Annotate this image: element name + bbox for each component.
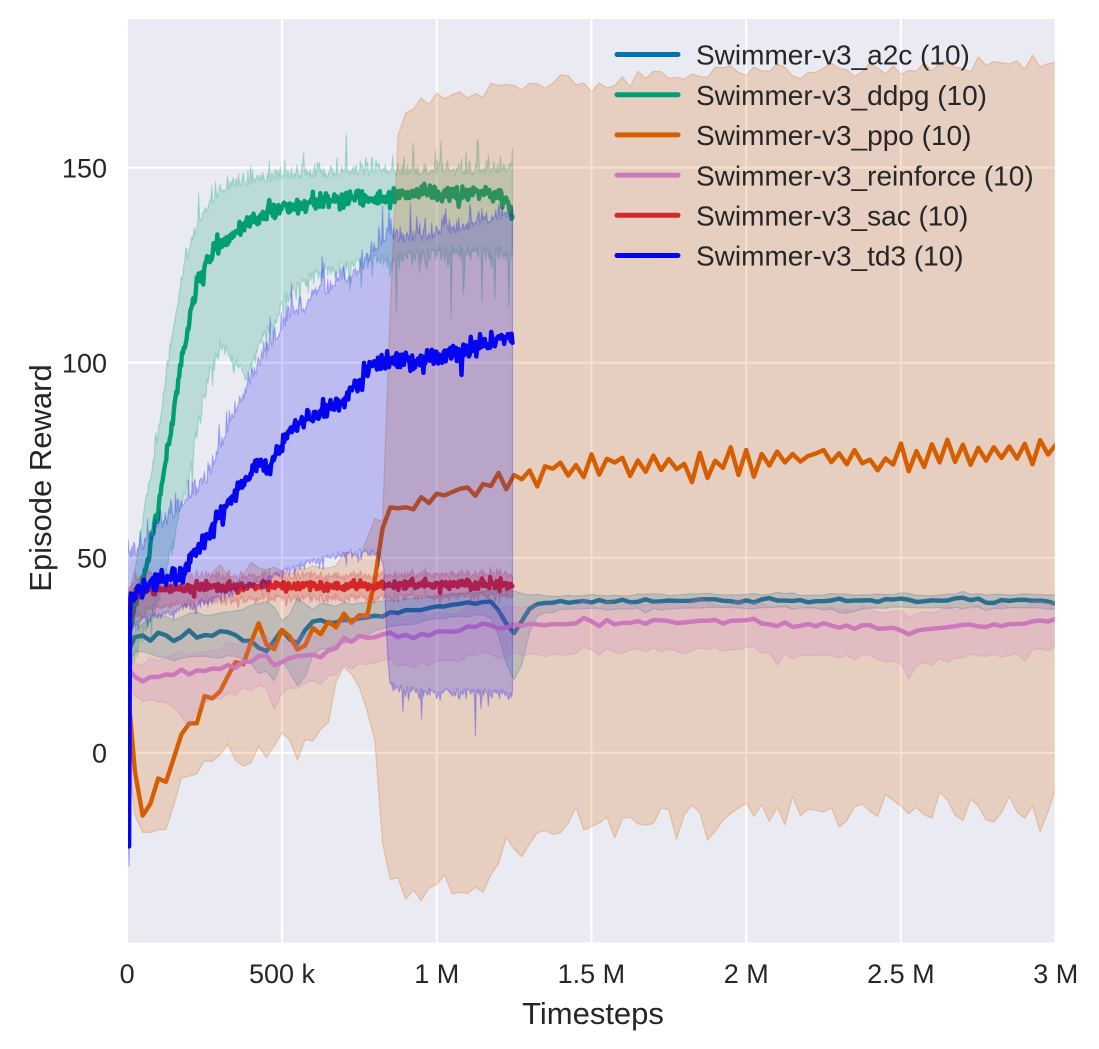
svg-text:0: 0 xyxy=(92,739,107,769)
svg-text:100: 100 xyxy=(62,348,107,378)
svg-text:50: 50 xyxy=(77,544,107,574)
svg-text:Swimmer-v3_ddpg (10): Swimmer-v3_ddpg (10) xyxy=(696,80,987,111)
svg-text:Swimmer-v3_td3 (10): Swimmer-v3_td3 (10) xyxy=(696,241,964,272)
svg-text:3 M: 3 M xyxy=(1033,959,1078,989)
svg-text:500 k: 500 k xyxy=(249,959,316,989)
svg-text:Swimmer-v3_ppo (10): Swimmer-v3_ppo (10) xyxy=(696,120,971,151)
svg-text:0: 0 xyxy=(120,959,135,989)
svg-text:2 M: 2 M xyxy=(724,959,769,989)
svg-text:Episode Reward: Episode Reward xyxy=(23,364,58,591)
svg-text:Swimmer-v3_a2c (10): Swimmer-v3_a2c (10) xyxy=(696,40,970,71)
svg-text:1 M: 1 M xyxy=(414,959,459,989)
svg-text:150: 150 xyxy=(62,153,107,183)
svg-text:1.5 M: 1.5 M xyxy=(558,959,626,989)
svg-text:2.5 M: 2.5 M xyxy=(867,959,935,989)
svg-text:Timesteps: Timesteps xyxy=(522,996,664,1031)
svg-text:Swimmer-v3_reinforce (10): Swimmer-v3_reinforce (10) xyxy=(696,160,1034,191)
svg-text:Swimmer-v3_sac (10): Swimmer-v3_sac (10) xyxy=(696,201,968,232)
